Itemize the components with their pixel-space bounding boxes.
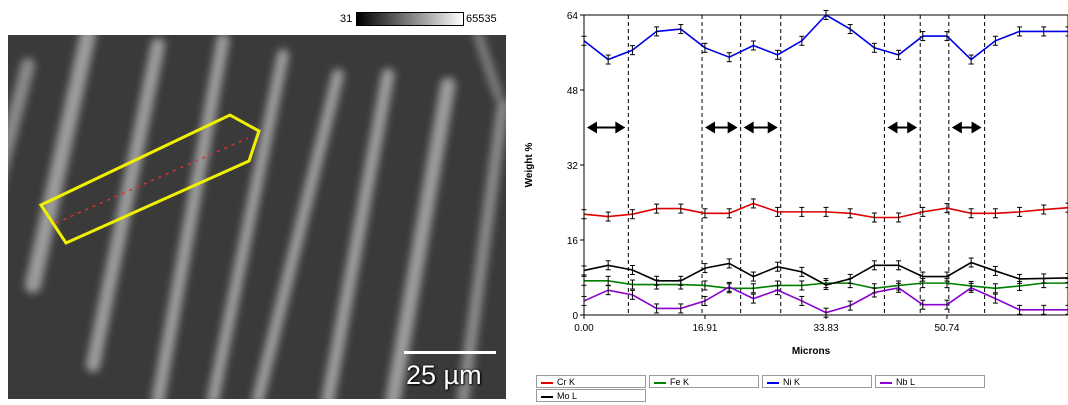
legend-item-ni-k: Ni K [762,375,872,388]
region-arrow-head-left [743,121,754,134]
x-axis-label: Microns [792,346,831,357]
x-tick-label: 33.83 [813,323,838,334]
colorbar-gradient [356,12,464,26]
region-arrow-head-left [887,121,898,134]
legend-label: Nb L [896,377,916,387]
y-tick-label: 64 [567,11,579,22]
legend-label: Mo L [557,391,578,401]
legend-item-nb-l: Nb L [875,375,985,388]
legend-swatch [541,382,553,384]
legend-swatch [654,382,666,384]
y-axis-label: Weight % [524,142,535,187]
scale-bar [404,351,496,354]
legend-label: Fe K [670,377,690,387]
dendrite-bands [8,35,506,399]
line-profile-chart-panel: Weight % Microns 0 16 32 48 64 0.00 16.91 33.83… [512,0,1068,405]
legend-label: Ni K [783,377,801,387]
legend-item-mo-l: Mo L [536,389,646,402]
x-tick-label: 16.91 [692,323,717,334]
region-arrow-head-left [705,121,716,134]
y-tick-label: 0 [572,311,578,322]
region-arrow-head-left [951,121,962,134]
legend-swatch [880,382,892,384]
legend-swatch [541,396,553,398]
region-arrow-head-right [971,121,982,134]
x-tick-label: 0.00 [574,323,594,334]
micrograph-panel: 31 65535 25 µm [0,0,512,405]
colorbar-max-label: 65535 [466,13,497,25]
line-profile-chart: Weight % Microns 0 16 32 48 64 0.00 16.91 33.83… [524,10,1068,357]
x-tick-label: 50.74 [934,323,959,334]
y-tick-label: 32 [567,161,579,172]
line-scan-path [55,137,249,224]
y-tick-label: 48 [567,86,579,97]
legend-item-fe-k: Fe K [649,375,759,388]
region-arrow-head-right [727,121,738,134]
region-arrow-head-right [907,121,918,134]
y-tick-label: 16 [567,236,579,247]
legend-swatch [767,382,779,384]
legend-label: Cr K [557,377,575,387]
region-arrow-head-right [767,121,778,134]
colorbar-min-label: 31 [340,13,353,25]
legend-item-cr-k: Cr K [536,375,646,388]
micrograph-svg [8,35,506,399]
scale-bar-label: 25 µm [406,360,482,390]
region-arrow-head-left [587,121,597,134]
region-arrow-head-right [615,121,626,134]
sem-micrograph-image: 25 µm [8,35,506,399]
line-scan-roi-outline [38,113,261,245]
